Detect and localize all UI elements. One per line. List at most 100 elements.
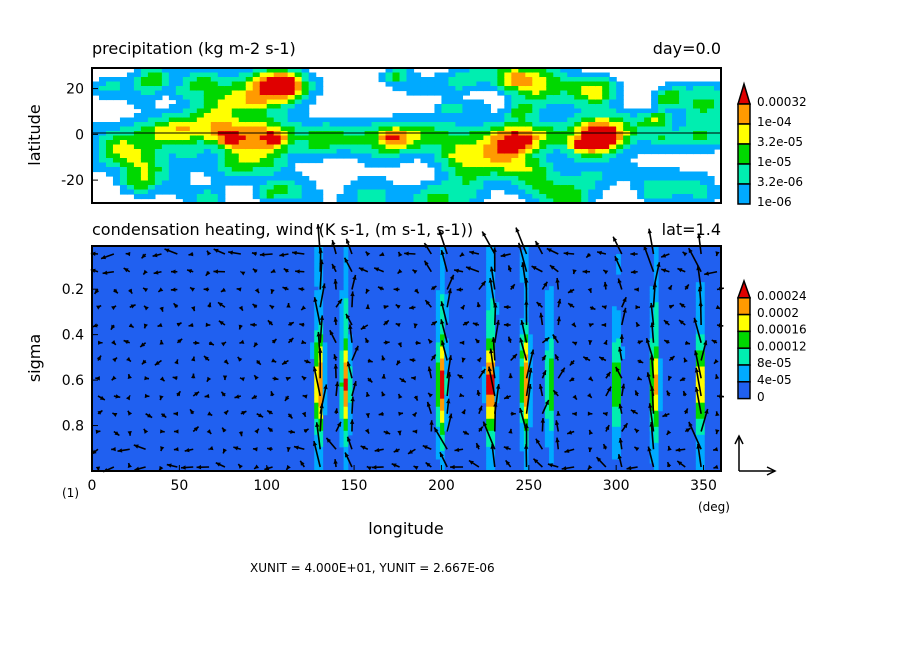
- heating-cell: [440, 290, 445, 295]
- precip-cell: [539, 194, 547, 200]
- precip-cell: [413, 77, 422, 83]
- precip-cell: [280, 198, 289, 204]
- precip-cell: [175, 153, 184, 159]
- precip-cell: [595, 72, 603, 78]
- precip-cell: [441, 176, 450, 182]
- precip-cell: [567, 104, 575, 110]
- heating-cell: [347, 394, 353, 400]
- precip-cell: [581, 99, 589, 105]
- precip-cell: [553, 135, 561, 141]
- precip-cell: [364, 131, 373, 137]
- precip-cell: [210, 140, 219, 146]
- wind-arrow: [603, 281, 608, 290]
- precip-cell: [553, 149, 561, 155]
- heating-cell: [616, 350, 621, 355]
- precip-cell: [161, 108, 170, 114]
- precip-cell: [112, 144, 121, 150]
- precip-cell: [301, 99, 310, 105]
- heating-cell: [653, 326, 659, 331]
- precip-cell: [133, 95, 142, 101]
- precip-cell: [518, 180, 526, 186]
- wind-arrow: [126, 356, 132, 363]
- wind-arrow: [397, 342, 402, 348]
- heating-cell: [544, 318, 550, 323]
- precip-cell: [133, 189, 142, 195]
- heating-cell: [343, 438, 349, 444]
- precip-cell: [92, 149, 100, 155]
- precip-cell: [133, 126, 142, 132]
- precip-cell: [532, 108, 540, 114]
- wind-arrow: [457, 373, 464, 379]
- precip-cell: [651, 194, 659, 200]
- precip-cell: [392, 194, 401, 200]
- heating-cell: [481, 394, 487, 400]
- heating-cell: [490, 378, 496, 384]
- precip-cell: [406, 122, 415, 128]
- precip-cell: [287, 90, 296, 96]
- wind-arrow: [677, 267, 686, 273]
- precip-cell: [161, 149, 170, 155]
- wind-arrow: [113, 288, 119, 294]
- precip-cell: [518, 99, 526, 105]
- heating-cell: [339, 438, 345, 444]
- heating-cell: [314, 418, 319, 424]
- wind-arrow: [145, 413, 153, 419]
- precip-cell: [280, 86, 289, 92]
- precip-cell: [455, 167, 464, 173]
- heating-cell: [486, 294, 491, 299]
- wind-arrow: [446, 274, 455, 290]
- heating-cell: [653, 258, 659, 263]
- heating-cell: [444, 382, 449, 388]
- precip-cell: [672, 104, 680, 110]
- precip-cell: [448, 95, 457, 101]
- wind-arrow: [427, 392, 433, 398]
- heating-cell: [649, 290, 655, 295]
- precip-cell: [532, 99, 540, 105]
- precip-cell: [308, 117, 317, 123]
- heating-cell: [486, 306, 491, 311]
- precip-cell: [364, 140, 373, 146]
- heating-cell: [435, 338, 441, 343]
- heating-cell: [523, 350, 529, 355]
- precip-cell: [273, 90, 282, 96]
- precip-cell: [301, 77, 310, 83]
- precip-cell: [259, 162, 268, 168]
- precip-cell: [455, 144, 464, 150]
- precip-cell: [448, 198, 457, 204]
- heating-cell: [343, 458, 349, 464]
- vector-units-label: XUNIT = 4.000E+01, YUNIT = 2.667E-06: [250, 561, 495, 575]
- wind-arrow: [348, 324, 353, 343]
- heating-cell: [339, 366, 345, 372]
- precip-cell: [644, 198, 652, 204]
- heating-cell: [544, 430, 550, 436]
- heating-cell: [616, 330, 621, 335]
- precip-cell: [427, 189, 436, 195]
- heating-cell: [339, 398, 345, 404]
- precip-cell: [623, 162, 631, 168]
- wind-arrow: [557, 298, 562, 308]
- heating-cell: [435, 442, 441, 448]
- precip-cell: [133, 162, 142, 168]
- precip-cell: [658, 86, 666, 92]
- heating-cell: [519, 330, 525, 335]
- precip-cell: [553, 86, 561, 92]
- precip-cell: [476, 189, 484, 195]
- heating-cell: [616, 390, 621, 396]
- wind-arrow: [694, 367, 702, 397]
- heating-cell: [339, 394, 345, 400]
- precip-cell: [182, 86, 191, 92]
- wind-arrow: [300, 305, 307, 311]
- precip-cell: [252, 126, 261, 132]
- precip-cell: [252, 108, 261, 114]
- precip-cell: [420, 198, 429, 204]
- precip-cell: [658, 140, 666, 146]
- heating-cell: [490, 462, 496, 468]
- precip-cell: [532, 131, 540, 137]
- wind-arrow: [698, 301, 703, 326]
- precip-cell: [315, 194, 324, 200]
- precip-cell: [133, 149, 142, 155]
- heating-cell: [343, 354, 349, 359]
- precip-cell: [259, 140, 268, 146]
- precip-cell: [224, 108, 233, 114]
